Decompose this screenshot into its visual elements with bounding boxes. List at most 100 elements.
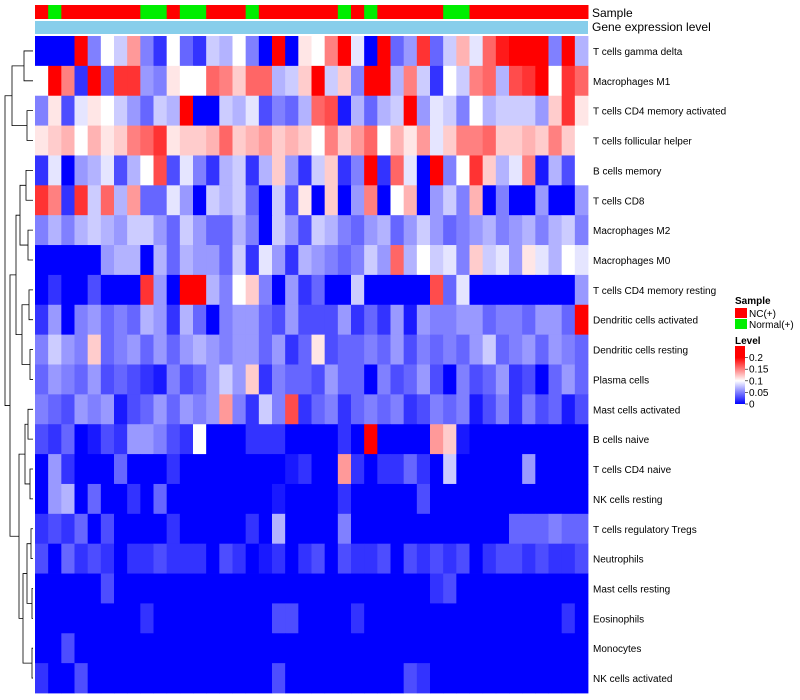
heatmap-cell [377, 95, 391, 126]
heatmap-cell [100, 663, 115, 694]
legend-label-normal: Normal(+) [749, 320, 794, 331]
heatmap-cell [311, 155, 326, 186]
heatmap-cell [311, 125, 326, 156]
sample-annotation-cell [324, 5, 339, 19]
heatmap-cell [87, 454, 102, 485]
heatmap-cell [377, 424, 391, 455]
heatmap-cell [206, 454, 220, 485]
heatmap-cell [403, 334, 418, 365]
heatmap-cell [495, 245, 510, 276]
heatmap-cell [482, 543, 497, 574]
heatmap-cell [574, 394, 589, 425]
heatmap-cell [430, 274, 444, 306]
heatmap-cell [430, 603, 444, 634]
heatmap-cell [390, 215, 405, 246]
heatmap-cell [74, 424, 89, 455]
heatmap-cell [482, 65, 497, 97]
heatmap-cell [482, 36, 497, 67]
heatmap-cell [179, 663, 194, 694]
heatmap-cell [469, 304, 484, 336]
heatmap-cell [456, 424, 470, 455]
legend-tick-label: 0.05 [749, 388, 769, 399]
heatmap-cell [285, 573, 299, 604]
heatmap-cell [166, 454, 181, 485]
heatmap-cell [548, 274, 563, 306]
heatmap-cell [298, 215, 312, 246]
heatmap-cell [100, 543, 115, 574]
heatmap-cell [469, 573, 484, 604]
heatmap-cell [351, 394, 365, 425]
heatmap-cell [390, 125, 405, 156]
heatmap-cell [535, 543, 549, 574]
heatmap-cell [522, 215, 536, 246]
heatmap-cell [272, 215, 286, 246]
heatmap-cell [206, 36, 220, 67]
heatmap-cell [574, 633, 589, 664]
heatmap-cell [469, 603, 484, 634]
heatmap-cell [535, 185, 549, 216]
annotation-bars [35, 5, 589, 34]
sample-annotation-cell [416, 5, 431, 19]
heatmap-cell [351, 95, 365, 126]
heatmap-cell [74, 215, 89, 246]
heatmap-cell [390, 185, 405, 216]
heatmap-cell [74, 304, 89, 336]
legend-label-nc: NC(+) [749, 309, 776, 320]
heatmap-cell [48, 543, 62, 574]
heatmap-cell [35, 274, 49, 306]
heatmap-cell [469, 663, 484, 694]
heatmap-cell [456, 543, 470, 574]
heatmap-cell [377, 304, 391, 336]
heatmap-cell [351, 36, 365, 67]
heatmap-cell [285, 364, 299, 395]
heatmap-cell [166, 543, 181, 574]
heatmap-cell [311, 185, 326, 216]
heatmap-cell [430, 95, 444, 126]
heatmap-cell [35, 36, 49, 67]
heatmap-cell [324, 394, 339, 425]
heatmap-cell [351, 155, 365, 186]
heatmap-cell [509, 394, 523, 425]
heatmap-cell [179, 483, 194, 515]
heatmap-cell [206, 364, 220, 395]
heatmap-cell [206, 334, 220, 365]
heatmap-cell [482, 483, 497, 515]
heatmap-cell [430, 663, 444, 694]
heatmap-cell [324, 215, 339, 246]
heatmap-cell [61, 633, 75, 664]
heatmap-cell [364, 36, 378, 67]
heatmap-cell [351, 603, 365, 634]
heatmap-cell [140, 185, 154, 216]
heatmap-cell [574, 215, 589, 246]
heatmap-cell [351, 65, 365, 97]
heatmap-cell [443, 663, 457, 694]
heatmap-cell [245, 304, 260, 336]
heatmap-cell [179, 215, 194, 246]
heatmap-cell [522, 334, 536, 365]
heatmap-cell [430, 454, 444, 485]
heatmap-cell [285, 603, 299, 634]
heatmap-cell [193, 185, 207, 216]
heatmap-cell [179, 185, 194, 216]
heatmap-cell [482, 274, 497, 306]
heatmap-cell [443, 334, 457, 365]
heatmap-cell [574, 483, 589, 515]
sample-annotation-cell [456, 5, 470, 19]
heatmap-cell [403, 483, 418, 515]
heatmap-cell [416, 334, 431, 365]
heatmap-cell [258, 304, 273, 336]
heatmap-cell [574, 274, 589, 306]
heatmap-cell [522, 245, 536, 276]
heatmap-cell [548, 304, 563, 336]
sample-annotation-cell [153, 5, 168, 19]
sample-annotation-cell [469, 5, 484, 19]
heatmap-cell [87, 245, 102, 276]
heatmap-cell [285, 65, 299, 97]
heatmap-cell [561, 543, 576, 574]
heatmap-cell [100, 424, 115, 455]
heatmap-cell [35, 65, 49, 97]
heatmap-cell [140, 304, 154, 336]
heatmap-cell [153, 215, 168, 246]
heatmap-cell [351, 543, 365, 574]
heatmap-cell [272, 633, 286, 664]
